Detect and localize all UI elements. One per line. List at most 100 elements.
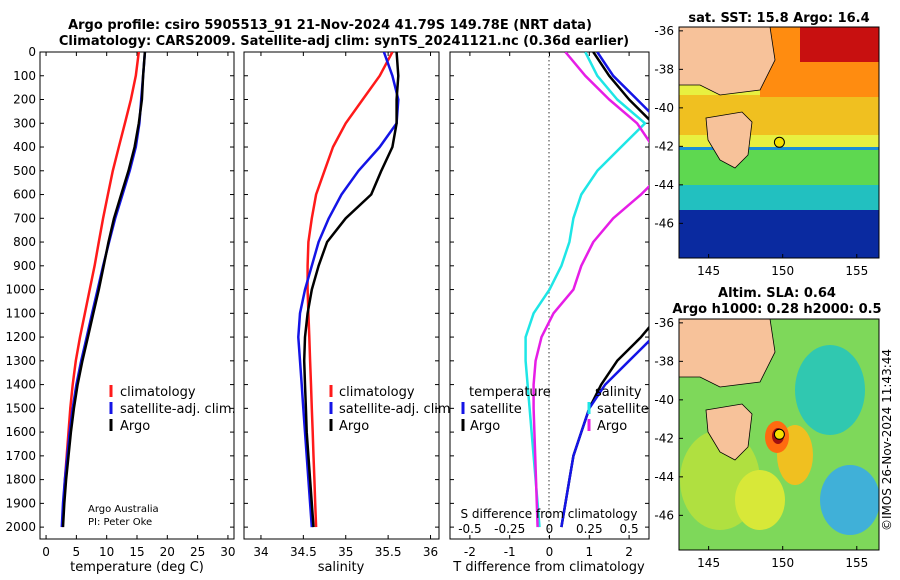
- lat-tick-label: -38: [654, 354, 674, 368]
- y-tick-label: 700: [13, 211, 36, 225]
- lat-tick-label: -42: [654, 431, 674, 445]
- difference-legend-right: salinity satellite Argo: [587, 385, 649, 434]
- temperature-xlabel: temperature (deg C): [70, 560, 204, 575]
- legend-label-satellite: satellite-adj. clim.: [339, 402, 455, 417]
- mainland-land: [679, 319, 776, 388]
- difference-legend-left: temperature satellite Argo: [461, 385, 551, 434]
- salinity-xlabel: salinity: [318, 560, 365, 575]
- top-tick-label: -0.5: [458, 522, 481, 536]
- x-tick-label: 10: [99, 545, 114, 559]
- lat-tick-label: -36: [654, 24, 674, 38]
- series-Argo: [61, 52, 147, 528]
- legend-label-sal-argo: Argo: [597, 419, 627, 434]
- legend-label-sal-satellite: satellite: [597, 402, 649, 417]
- x-tick-label: 30: [220, 545, 235, 559]
- salinity-difference-xlabel: S difference from climatology: [461, 507, 638, 521]
- legend-title-temperature: temperature: [469, 385, 551, 400]
- lon-tick-label: 155: [845, 556, 868, 570]
- lat-tick-label: -44: [654, 178, 674, 192]
- sla-field: [679, 319, 879, 550]
- lat-tick-label: -44: [654, 470, 674, 484]
- x-tick-label: 0: [546, 545, 554, 559]
- sst-map-title: sat. SST: 15.8 Argo: 16.4: [688, 11, 869, 26]
- temperature-ticks: 0 5 10 15 20 25 30: [42, 52, 236, 559]
- sla-longitude-ticks: 145 150 155: [697, 546, 868, 570]
- sst-latitude-ticks: -36 -38 -40 -42 -44 -46: [654, 24, 683, 230]
- temperature-legend: climatology satellite-adj. clim. Argo: [109, 385, 236, 434]
- sla-map-title-line1: Altim. SLA: 0.64: [718, 286, 836, 301]
- y-tick-label: 900: [13, 259, 36, 273]
- y-tick-label: 1300: [5, 354, 36, 368]
- tasmania-land: [705, 403, 753, 461]
- x-tick-label: 35.5: [375, 545, 402, 559]
- lat-tick-label: -36: [654, 316, 674, 330]
- lat-tick-label: -46: [654, 216, 674, 230]
- x-tick-label: 5: [73, 545, 81, 559]
- salinity-difference-ticks: -0.5 -0.25 0 0.25 0.5: [458, 522, 638, 536]
- y-tick-label: 800: [13, 235, 36, 249]
- series-satellite-adj. clim.: [297, 52, 400, 528]
- lon-tick-label: 150: [771, 264, 794, 278]
- sla-map-title-line2: Argo h1000: 0.28 h2000: 0.5: [672, 302, 881, 317]
- lat-tick-label: -40: [654, 393, 674, 407]
- x-tick-label: 0: [42, 545, 50, 559]
- salinity-ticks: 34 34.5 35 35.5 36: [244, 51, 439, 559]
- series-temperature-satellite: [524, 52, 647, 528]
- lon-tick-label: 155: [845, 264, 868, 278]
- salinity-legend: climatology satellite-adj. clim. Argo: [329, 385, 455, 434]
- y-tick-label: 100: [13, 69, 36, 83]
- difference-lines: [524, 52, 649, 528]
- x-tick-label: -2: [464, 545, 476, 559]
- y-tick-label: 1600: [5, 425, 36, 439]
- difference-panel: -2 -1 0 1 2 -0.5 -0.25 0 0.25 0.5 S difference f…: [449, 51, 650, 575]
- temperature-axes-box: [39, 51, 235, 540]
- tasmania-land: [705, 111, 753, 169]
- x-tick-label: 34: [253, 545, 268, 559]
- salinity-axes-box: [243, 51, 440, 540]
- difference-axes-box: [449, 51, 650, 540]
- y-tick-label: 1400: [5, 378, 36, 392]
- y-tick-label: 1500: [5, 401, 36, 415]
- x-tick-label: 35: [338, 545, 353, 559]
- argo-location-marker: [773, 136, 785, 148]
- top-tick-label: -0.25: [494, 522, 525, 536]
- lon-tick-label: 150: [771, 556, 794, 570]
- depth-ticks: 0 100 200 300 400 500 600 700 800 900 1000 1100 1200…: [5, 45, 234, 534]
- top-tick-label: 0.25: [576, 522, 603, 536]
- legend-title-salinity: salinity: [595, 385, 642, 400]
- lat-tick-label: -38: [654, 62, 674, 76]
- series-climatology: [306, 52, 394, 528]
- y-tick-label: 500: [13, 164, 36, 178]
- series-Argo: [302, 52, 400, 528]
- y-tick-label: 400: [13, 140, 36, 154]
- figure-title-line1: Argo profile: csiro 5905513_91 21-Nov-20…: [68, 18, 592, 33]
- temperature-panel: 0100200300400500600700800900100011001200…: [5, 45, 235, 575]
- legend-label-climatology: climatology: [120, 385, 196, 400]
- y-tick-label: 200: [13, 93, 36, 107]
- y-tick-label: 1900: [5, 496, 36, 510]
- argo-location-marker: [773, 428, 785, 440]
- lat-tick-label: -42: [654, 139, 674, 153]
- difference-xlabel: T difference from climatology: [452, 560, 645, 575]
- annotation-argo-australia: Argo Australia: [88, 504, 159, 515]
- legend-label-satellite: satellite-adj. clim.: [120, 402, 236, 417]
- y-tick-label: 1100: [5, 306, 36, 320]
- series-salinity-Argo: [532, 52, 649, 528]
- figure-title-line2: Climatology: CARS2009. Satellite-adj cli…: [59, 34, 629, 49]
- imos-watermark: ©IMOS 26-Nov-2024 11:43:44: [880, 349, 894, 531]
- top-tick-label: 0: [546, 522, 554, 536]
- annotation-pi: PI: Peter Oke: [88, 517, 152, 528]
- x-tick-label: 25: [190, 545, 205, 559]
- y-tick-label: 1800: [5, 473, 36, 487]
- legend-label-climatology: climatology: [339, 385, 415, 400]
- x-tick-label: 20: [160, 545, 175, 559]
- lat-tick-label: -40: [654, 101, 674, 115]
- sst-longitude-ticks: 145 150 155: [697, 254, 868, 278]
- lon-tick-label: 145: [697, 264, 720, 278]
- mainland-land: [679, 27, 776, 96]
- x-tick-label: -1: [504, 545, 516, 559]
- x-tick-label: 36: [423, 545, 438, 559]
- x-tick-label: 1: [585, 545, 593, 559]
- sst-map-panel: sat. SST: 15.8 Argo: 16.4 145 150 155 -36-…: [654, 11, 880, 278]
